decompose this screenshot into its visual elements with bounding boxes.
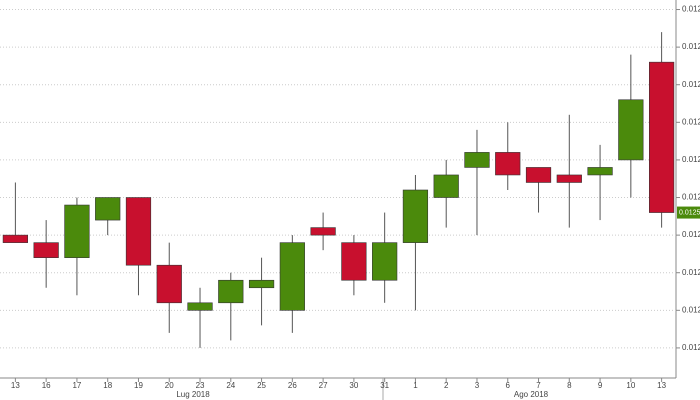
x-tick-label: 25 [257, 381, 266, 390]
candle-body [187, 302, 213, 311]
candle-body [2, 234, 28, 243]
x-tick-label: 2 [444, 381, 449, 390]
candle-body [402, 189, 429, 243]
candle-body [372, 242, 398, 281]
y-tick-label: 0.0125 [682, 230, 700, 239]
candle-body [279, 242, 305, 311]
x-tick-label: 31 [380, 381, 389, 390]
x-tick-label: 19 [134, 381, 143, 390]
x-tick-label: 17 [72, 381, 81, 390]
x-tick-label: 24 [226, 381, 235, 390]
x-tick-label: 6 [506, 381, 511, 390]
candle-body [248, 279, 275, 289]
candle-body [341, 242, 367, 281]
y-tick-label: 0.0127 [682, 80, 700, 89]
x-tick-label: 23 [196, 381, 205, 390]
candle-body [649, 61, 675, 213]
y-tick-label: 0.0126 [682, 155, 700, 164]
x-tick-label: 3 [475, 381, 480, 390]
x-tick-label: 18 [103, 381, 112, 390]
candle-body [556, 174, 582, 183]
y-tick-label: 0.0124 [682, 305, 700, 314]
last-price-box [677, 206, 700, 219]
candle-body [618, 99, 644, 161]
candle-body [495, 152, 521, 176]
x-tick-label: 8 [567, 381, 572, 390]
x-tick-label: 27 [319, 381, 328, 390]
x-tick-label: 20 [165, 381, 174, 390]
candle-body [464, 152, 490, 168]
candle-body [64, 204, 90, 258]
y-tick-label: 0.01275 [682, 42, 700, 51]
candle-body [156, 264, 182, 304]
x-tick-label: 30 [349, 381, 358, 390]
x-tick-label: 26 [288, 381, 297, 390]
last-price-label: 0.01253 [679, 209, 700, 216]
y-tick-label: 0.01235 [682, 343, 700, 352]
x-tick-label: 13 [657, 381, 666, 390]
candle-body [525, 167, 552, 183]
candle-body [125, 197, 152, 266]
y-tick-label: 0.01245 [682, 268, 700, 277]
y-tick-label: 0.0128 [682, 5, 700, 14]
x-tick-label: 9 [598, 381, 603, 390]
candle-body [587, 167, 613, 176]
candle-body [433, 174, 459, 198]
x-tick-label: 1 [413, 381, 418, 390]
x-tick-label: 7 [536, 381, 541, 390]
candle-body [310, 227, 336, 236]
month-label: Ago 2018 [514, 390, 549, 399]
candle-body [218, 279, 244, 304]
y-tick-label: 0.01265 [682, 117, 700, 126]
x-tick-label: 10 [626, 381, 635, 390]
x-tick-label: 13 [11, 381, 20, 390]
candle-body [33, 242, 59, 258]
candle-body [95, 197, 121, 221]
x-tick-label: 16 [42, 381, 51, 390]
y-tick-label: 0.01255 [682, 193, 700, 202]
month-label: Lug 2018 [176, 390, 210, 399]
